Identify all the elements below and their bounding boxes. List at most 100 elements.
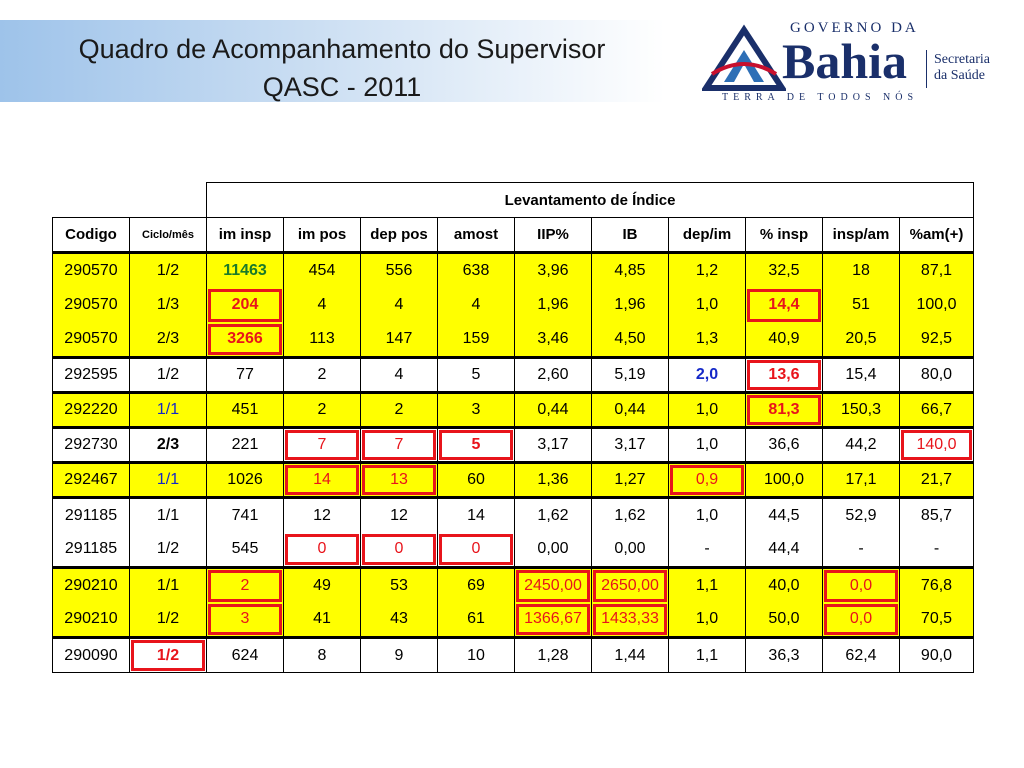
table-cell: 290210	[52, 602, 130, 638]
table-cell: 87,1	[899, 251, 974, 288]
table-cell: 2/3	[129, 426, 207, 463]
table-cell: 1,0	[668, 426, 746, 463]
table-cell: 1,2	[668, 251, 746, 288]
table-cell: 4	[437, 287, 515, 323]
table-cell: 80,0	[899, 356, 974, 393]
table-cell: 2450,00	[514, 566, 592, 603]
table-cell: 0,44	[514, 391, 592, 428]
table-cell: 0,00	[591, 532, 669, 568]
table-cell: -	[899, 532, 974, 568]
table-cell: 9	[360, 636, 438, 673]
table-cell: 291185	[52, 532, 130, 568]
table-cell: 100,0	[745, 461, 823, 498]
table-cell: 147	[360, 322, 438, 358]
table-row: 290570 1/3 204 4 4 4 1,96 1,96 1,0 14,4 51 100,0	[52, 287, 974, 323]
table-row: 292595 1/2 77 2 4 5 2,60 5,19 2,0 13,6 15,4 80,0	[52, 356, 974, 393]
table-cell: 2	[360, 391, 438, 428]
table-cell: 44,4	[745, 532, 823, 568]
table-cell: 4,50	[591, 322, 669, 358]
table-cell: 18	[822, 251, 900, 288]
table-cell: 292220	[52, 391, 130, 428]
table-cell: 1,0	[668, 496, 746, 533]
table-cell: 291185	[52, 496, 130, 533]
table-cell: 69	[437, 566, 515, 603]
table-cell: 3266	[206, 322, 284, 358]
table-cell: 12	[283, 496, 361, 533]
table-cell: 1026	[206, 461, 284, 498]
table-row: 290570 1/2 11463 454 556 638 3,96 4,85 1,2 32,5 18…	[52, 251, 974, 288]
table-cell: 1,27	[591, 461, 669, 498]
table-cell: 13	[360, 461, 438, 498]
table-cell: 2	[206, 566, 284, 603]
table-cell: 4	[283, 287, 361, 323]
table-cell: 49	[283, 566, 361, 603]
table-cell: 50,0	[745, 602, 823, 638]
table-cell: 17,1	[822, 461, 900, 498]
table-cell: 21,7	[899, 461, 974, 498]
table-cell: 2	[283, 356, 361, 393]
title-band	[0, 20, 665, 102]
table-cell: 556	[360, 251, 438, 288]
table-cell: 3	[206, 602, 284, 638]
table-cell: 0,0	[822, 602, 900, 638]
table-cell: 290090	[52, 636, 130, 673]
table-row: 291185 1/2 545 0 0 0 0,00 0,00-44,4- -	[52, 532, 974, 568]
table-cell: 454	[283, 251, 361, 288]
column-header: %am(+)	[899, 217, 974, 254]
table-cell: 638	[437, 251, 515, 288]
table-cell: 159	[437, 322, 515, 358]
table-cell: 0	[283, 532, 361, 568]
table-cell: 40,9	[745, 322, 823, 358]
table-cell: 290570	[52, 322, 130, 358]
table-cell: 81,3	[745, 391, 823, 428]
table-cell: 53	[360, 566, 438, 603]
table-cell: 10	[437, 636, 515, 673]
table-cell: 1,96	[514, 287, 592, 323]
blank-corner	[53, 183, 207, 218]
table-cell: 1,28	[514, 636, 592, 673]
column-header: dep/im	[668, 217, 746, 254]
table-cell: 1433,33	[591, 602, 669, 638]
table-cell: 1,0	[668, 287, 746, 323]
table-cell: 545	[206, 532, 284, 568]
table-row: 290570 2/3 3266 113 147 159 3,46 4,50 1,3 40,9 20,…	[52, 322, 974, 358]
table-cell: 1/1	[129, 496, 207, 533]
table-row: 291185 1/1 741 12 12 14 1,62 1,62 1,0 44,5 52,9 85,…	[52, 496, 974, 533]
table-cell: 1,1	[668, 636, 746, 673]
table-cell: 0	[437, 532, 515, 568]
table-row: 292730 2/3 221 7 7 5 3,17 3,17 1,0 36,6 44,2 140,0	[52, 426, 974, 463]
table-cell: 14,4	[745, 287, 823, 323]
table-cell: 5	[437, 426, 515, 463]
group-header: Levantamento de Índice	[206, 182, 974, 218]
table-cell: 2,0	[668, 356, 746, 393]
table-cell: 70,5	[899, 602, 974, 638]
table-cell: 290210	[52, 566, 130, 603]
table-cell: 44,2	[822, 426, 900, 463]
table-cell: 150,3	[822, 391, 900, 428]
table-cell: 3,96	[514, 251, 592, 288]
column-header: IIP%	[514, 217, 592, 254]
table-cell: 77	[206, 356, 284, 393]
table-cell: 1,0	[668, 602, 746, 638]
logo-secretaria: Secretaria da Saúde	[934, 52, 990, 84]
table-cell: 451	[206, 391, 284, 428]
table-cell: 3	[437, 391, 515, 428]
table-cell: 14	[437, 496, 515, 533]
table-cell: 60	[437, 461, 515, 498]
column-header: Ciclo/mês	[129, 217, 207, 254]
table-cell: 13,6	[745, 356, 823, 393]
table-cell: 1/1	[129, 566, 207, 603]
table-cell: 62,4	[822, 636, 900, 673]
logo-divider	[926, 50, 927, 88]
table-cell: 1366,67	[514, 602, 592, 638]
table-cell: 0,44	[591, 391, 669, 428]
table-cell: 12	[360, 496, 438, 533]
table-cell: 43	[360, 602, 438, 638]
table-row: 290090 1/2 624 8 9 10 1,28 1,44 1,1 36,3 62,4 90,0	[52, 636, 974, 673]
table-cell: 40,0	[745, 566, 823, 603]
table-cell: 76,8	[899, 566, 974, 603]
table-cell: 1,36	[514, 461, 592, 498]
table-cell: 3,17	[591, 426, 669, 463]
table-cell: 4	[360, 356, 438, 393]
table-row: 290210 1/2 3 41 43 61 1366,67 1433,33 1,0 50,0 0,0…	[52, 602, 974, 638]
